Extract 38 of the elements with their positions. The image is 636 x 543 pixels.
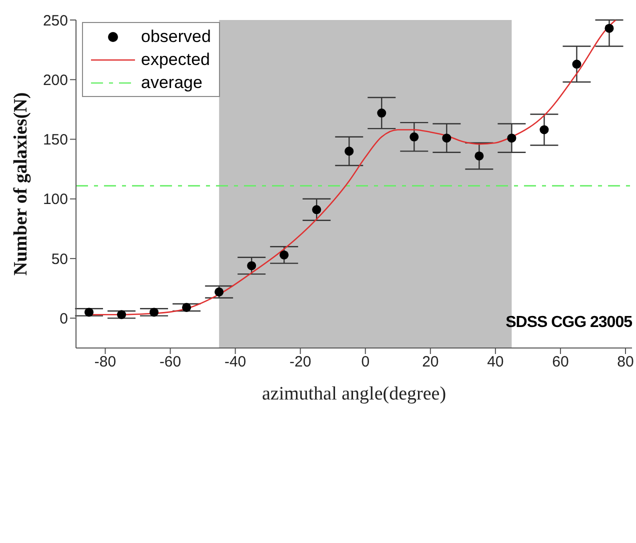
point <box>312 205 322 214</box>
point <box>572 60 582 69</box>
point <box>150 308 159 317</box>
point <box>377 108 386 118</box>
legend-label: expected <box>141 50 210 70</box>
y-tick-label: 0 <box>60 310 68 328</box>
y-tick-label: 50 <box>51 250 68 268</box>
point <box>117 310 126 320</box>
point <box>84 308 94 317</box>
point <box>182 302 192 312</box>
annotation: SDSS CGG 23005 <box>506 314 632 332</box>
point <box>474 151 484 160</box>
x-tick-label: -60 <box>159 354 182 371</box>
y-tick-label: 200 <box>42 72 68 89</box>
x-tick-label: -80 <box>94 354 116 371</box>
x-tick-label: 60 <box>552 354 569 371</box>
y-tick-label: 250 <box>42 12 68 30</box>
y-axis-title: Number of galaxies(N) <box>10 92 32 276</box>
x-tick-label: 20 <box>422 354 439 371</box>
point <box>410 132 419 142</box>
x-tick-label: 0 <box>361 354 370 371</box>
point <box>280 250 289 260</box>
point <box>540 125 549 134</box>
legend-label: observed <box>141 26 211 46</box>
x-axis-title: azimuthal angle(degree) <box>262 383 446 404</box>
x-tick-label: 40 <box>487 354 504 371</box>
x-tick-label: -20 <box>290 354 312 371</box>
y-tick-label: 150 <box>42 132 68 149</box>
x-tick-label: 80 <box>617 354 634 371</box>
point <box>214 287 224 296</box>
point <box>604 24 614 33</box>
legend-label: average <box>141 72 202 92</box>
y-tick-label: 100 <box>42 191 68 208</box>
point <box>442 134 452 143</box>
point <box>247 261 256 270</box>
point <box>344 146 354 156</box>
point <box>507 134 516 143</box>
x-tick-label: -40 <box>224 354 246 371</box>
